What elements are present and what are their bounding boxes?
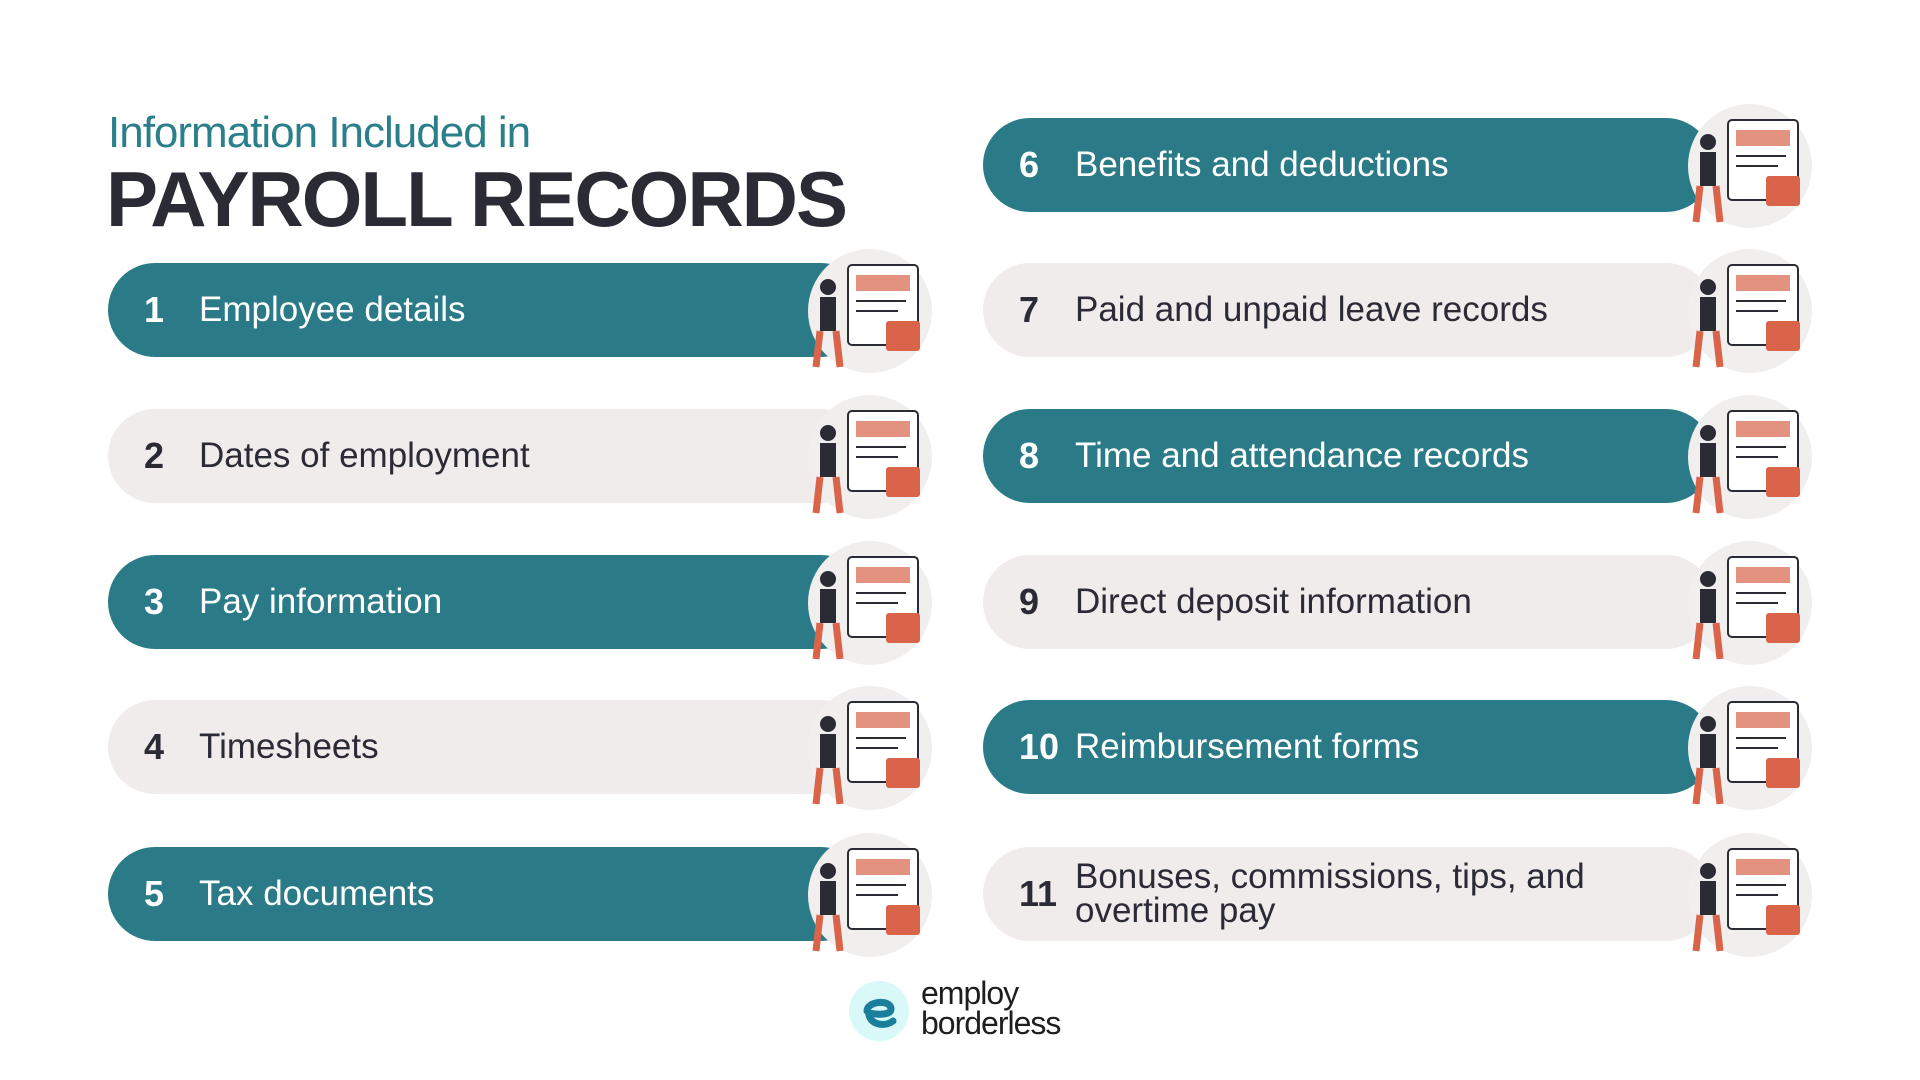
attendance-calendar-icon (1678, 387, 1818, 527)
item-number: 6 (1019, 144, 1040, 185)
record-item-10: 10 Reimbursement forms (983, 700, 1713, 794)
record-item-2: 2 Dates of employment (108, 409, 868, 503)
record-item-1: 1 Employee details (108, 263, 868, 357)
record-item-6: 6 Benefits and deductions (983, 118, 1713, 212)
logo-icon (849, 981, 909, 1041)
item-number: 7 (1019, 289, 1040, 330)
item-label: Tax documents (199, 874, 435, 913)
item-label: Paid and unpaid leave records (1075, 290, 1548, 329)
timesheet-clipboard-icon (798, 678, 938, 818)
logo-line2: borderless (921, 1005, 1061, 1041)
item-number: 8 (1019, 435, 1040, 476)
item-label: Employee details (199, 290, 466, 329)
record-item-3: 3 Pay information (108, 555, 868, 649)
subtitle: Information Included in (108, 108, 531, 157)
item-number: 1 (144, 289, 165, 330)
record-item-5: 5 Tax documents (108, 847, 868, 941)
bonus-rocket-icon (1678, 825, 1818, 965)
calendar-hourglass-icon (798, 387, 938, 527)
house-leave-icon (1678, 241, 1818, 381)
clipboard-calculator-icon (1678, 96, 1818, 236)
reimbursement-desk-icon (1678, 678, 1818, 818)
page-title: PAYROLL RECORDS (106, 155, 848, 243)
record-item-7: 7 Paid and unpaid leave records (983, 263, 1713, 357)
item-label: Dates of employment (199, 436, 530, 475)
item-label: Benefits and deductions (1075, 145, 1449, 184)
record-item-9: 9 Direct deposit information (983, 555, 1713, 649)
item-number: 10 (1019, 726, 1060, 767)
item-number: 5 (144, 873, 165, 914)
item-label: Timesheets (199, 727, 379, 766)
bank-deposit-icon (1678, 533, 1818, 673)
logo-line1: employ (921, 975, 1019, 1011)
item-label: Time and attendance records (1075, 436, 1529, 475)
record-item-11: 11 Bonuses, commissions, tips, and overti… (983, 847, 1713, 941)
item-label: Pay information (199, 582, 443, 621)
item-number: 4 (144, 726, 165, 767)
item-number: 2 (144, 435, 165, 476)
logo-text: employ borderless (921, 975, 1061, 1041)
record-item-8: 8 Time and attendance records (983, 409, 1713, 503)
item-label: Reimbursement forms (1075, 727, 1420, 766)
item-number: 9 (1019, 581, 1040, 622)
item-number: 3 (144, 581, 165, 622)
item-label: Bonuses, commissions, tips, and overtime… (1075, 857, 1585, 930)
employee-profile-icon (798, 241, 938, 381)
item-number: 11 (1019, 873, 1058, 914)
item-label: Direct deposit information (1075, 582, 1472, 621)
mobile-payment-icon (798, 533, 938, 673)
record-item-4: 4 Timesheets (108, 700, 868, 794)
tax-document-icon (798, 825, 938, 965)
